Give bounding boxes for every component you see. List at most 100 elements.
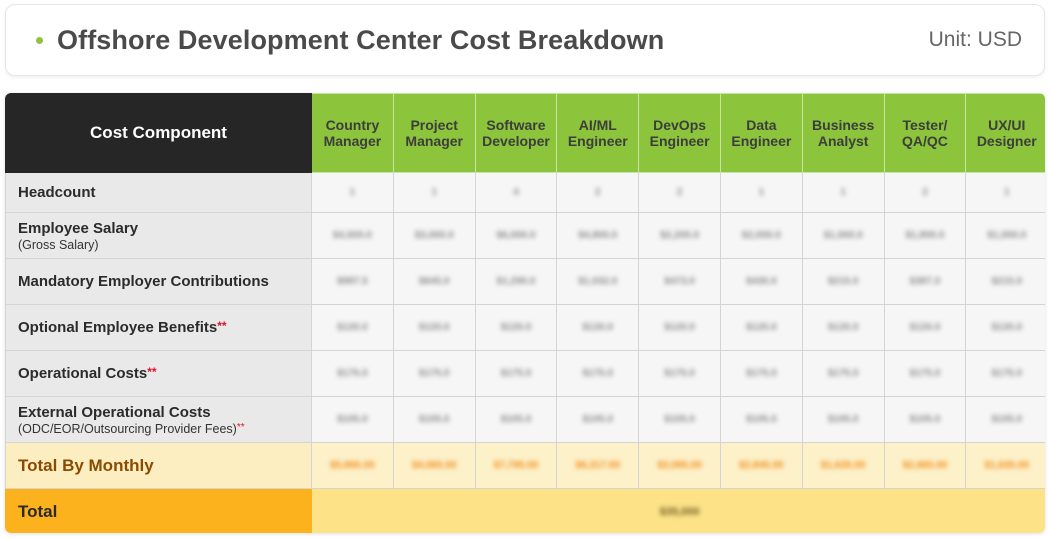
row-label-text: Operational Costs	[18, 365, 148, 382]
table-cell: $120.0	[638, 304, 721, 351]
role-header: Country Manager	[311, 93, 394, 173]
role-line1: UX/UI	[988, 117, 1026, 133]
row-label-text: Mandatory Employer Contributions	[18, 273, 269, 290]
cell-value: $215.0	[991, 276, 1023, 287]
role-header: UX/UI Designer	[965, 93, 1045, 173]
table-cell: $4,800.0	[556, 212, 640, 259]
table-cell: 1	[719, 172, 803, 213]
cell-value: $105.0	[664, 414, 695, 425]
table-cell: $2,665.00	[883, 442, 967, 489]
cell-value: $6,317.00	[575, 460, 621, 471]
title-wrap: Offshore Development Center Cost Breakdo…	[36, 25, 664, 56]
role-line2: Manager	[323, 133, 382, 149]
table-row: Headcount 1 1 4 2 2 1 1 2 1	[5, 172, 1045, 213]
cell-value: $430.0	[746, 276, 777, 287]
cell-value: $1,032.0	[578, 276, 618, 287]
table-cell: $2,845.00	[719, 442, 803, 489]
role-header: DevOps Engineer	[638, 93, 721, 173]
role-line1: Business	[812, 117, 875, 133]
cell-value: $120.0	[337, 322, 368, 333]
cell-value: $1,000.0	[823, 230, 863, 241]
cell-value: $120.0	[582, 322, 614, 333]
role-line2: Engineer	[567, 133, 628, 149]
role-header: Tester/QA/QC	[883, 93, 967, 173]
table-cell: $3,000.0	[392, 212, 476, 259]
table-cell: $2,000.0	[719, 212, 803, 259]
role-line2: Manager	[405, 133, 463, 149]
cell-value: $120.0	[418, 322, 450, 333]
cell-value: 4	[513, 187, 519, 198]
table-cell: $473.0	[638, 258, 721, 305]
unit-label: Unit: USD	[928, 28, 1022, 51]
cost-table: Cost Component Country Manager Project Man…	[5, 93, 1045, 533]
cell-value: $473.0	[664, 276, 695, 287]
cell-value: $120.0	[827, 322, 859, 333]
table-cell: 2	[883, 172, 967, 213]
table-cell: $105.0	[311, 396, 394, 443]
row-label-text: Employee Salary	[18, 219, 139, 237]
table-cell: $987.5	[311, 258, 394, 305]
table-cell: $1,800.0	[883, 212, 967, 259]
table-cell: $1,635.00	[801, 442, 885, 489]
table-cell: $175.0	[392, 350, 476, 397]
cell-value: $175.0	[418, 368, 450, 379]
cell-value: 1	[431, 187, 437, 198]
cell-value: $1,635.00	[820, 460, 866, 471]
table-cell: 1	[801, 172, 885, 213]
row-label-wrap: Optional Employee Benefits**	[18, 319, 299, 336]
table-cell: $175.0	[801, 350, 885, 397]
table-cell: $120.0	[311, 304, 394, 351]
cell-value: $2,200.0	[660, 230, 700, 241]
table-cell: $120.0	[474, 304, 558, 351]
table-row: Employee Salary (Gross Salary) $4,500.0 $3…	[5, 212, 1045, 259]
table-cell: 1	[965, 172, 1045, 213]
table-cell: $7,795.00	[474, 442, 558, 489]
table-cell: 1	[392, 172, 476, 213]
table-cell: $105.0	[392, 396, 476, 443]
row-label: Mandatory Employer Contributions	[5, 258, 312, 305]
cell-value: $4,800.0	[578, 230, 618, 241]
role-line2: Developer	[482, 133, 550, 149]
row-label: Headcount	[5, 172, 312, 213]
table-cell: $2,200.0	[638, 212, 721, 259]
row-label: Employee Salary (Gross Salary)	[5, 212, 312, 259]
table-cell: $1,000.0	[801, 212, 885, 259]
cell-value: $105.0	[991, 414, 1023, 425]
row-label-wrap: Operational Costs**	[18, 365, 299, 382]
table-cell: $105.0	[474, 396, 558, 443]
table-cell: $175.0	[638, 350, 721, 397]
table-cell: $1,032.0	[556, 258, 640, 305]
table-cell: $120.0	[801, 304, 885, 351]
cell-value: $1,800.0	[905, 230, 945, 241]
table-cell: $175.0	[965, 350, 1045, 397]
row-label: Optional Employee Benefits**	[5, 304, 312, 351]
table-cell: $387.0	[883, 258, 967, 305]
role-line1: Software	[486, 117, 546, 133]
table-cell: 1	[311, 172, 394, 213]
cell-value: $1,290.0	[496, 276, 536, 287]
cell-value: $175.0	[909, 368, 941, 379]
cell-value: $120.0	[664, 322, 695, 333]
table-cell: $3,095.00	[638, 442, 721, 489]
table-cell: $175.0	[311, 350, 394, 397]
row-sublabel: (ODC/EOR/Outsourcing Provider Fees)	[18, 421, 237, 436]
table-body: Headcount 1 1 4 2 2 1 1 2 1 Employee Salary (Gros…	[5, 172, 1045, 533]
role-line1: Country	[325, 117, 380, 133]
table-cell: $120.0	[556, 304, 640, 351]
cell-value: $5,865.00	[330, 460, 375, 471]
table-cell: $645.0	[392, 258, 476, 305]
cell-value: $120.0	[500, 322, 532, 333]
role-header: Business Analyst	[801, 93, 885, 173]
row-label-text: Headcount	[18, 184, 96, 201]
role-line1: AI/ML	[578, 117, 617, 133]
table-cell: $105.0	[801, 396, 885, 443]
table-cell: $105.0	[638, 396, 721, 443]
cell-value: $4,500.0	[332, 230, 372, 241]
cell-value: $120.0	[991, 322, 1023, 333]
table-cell: $430.0	[719, 258, 803, 305]
table-row: External Operational Costs (ODC/EOR/Outso…	[5, 396, 1045, 443]
table-cell: $4,500.0	[311, 212, 394, 259]
table-cell: $1,635.00	[965, 442, 1045, 489]
cell-value: $6,000.0	[496, 230, 536, 241]
table-cell: $5,865.00	[311, 442, 394, 489]
